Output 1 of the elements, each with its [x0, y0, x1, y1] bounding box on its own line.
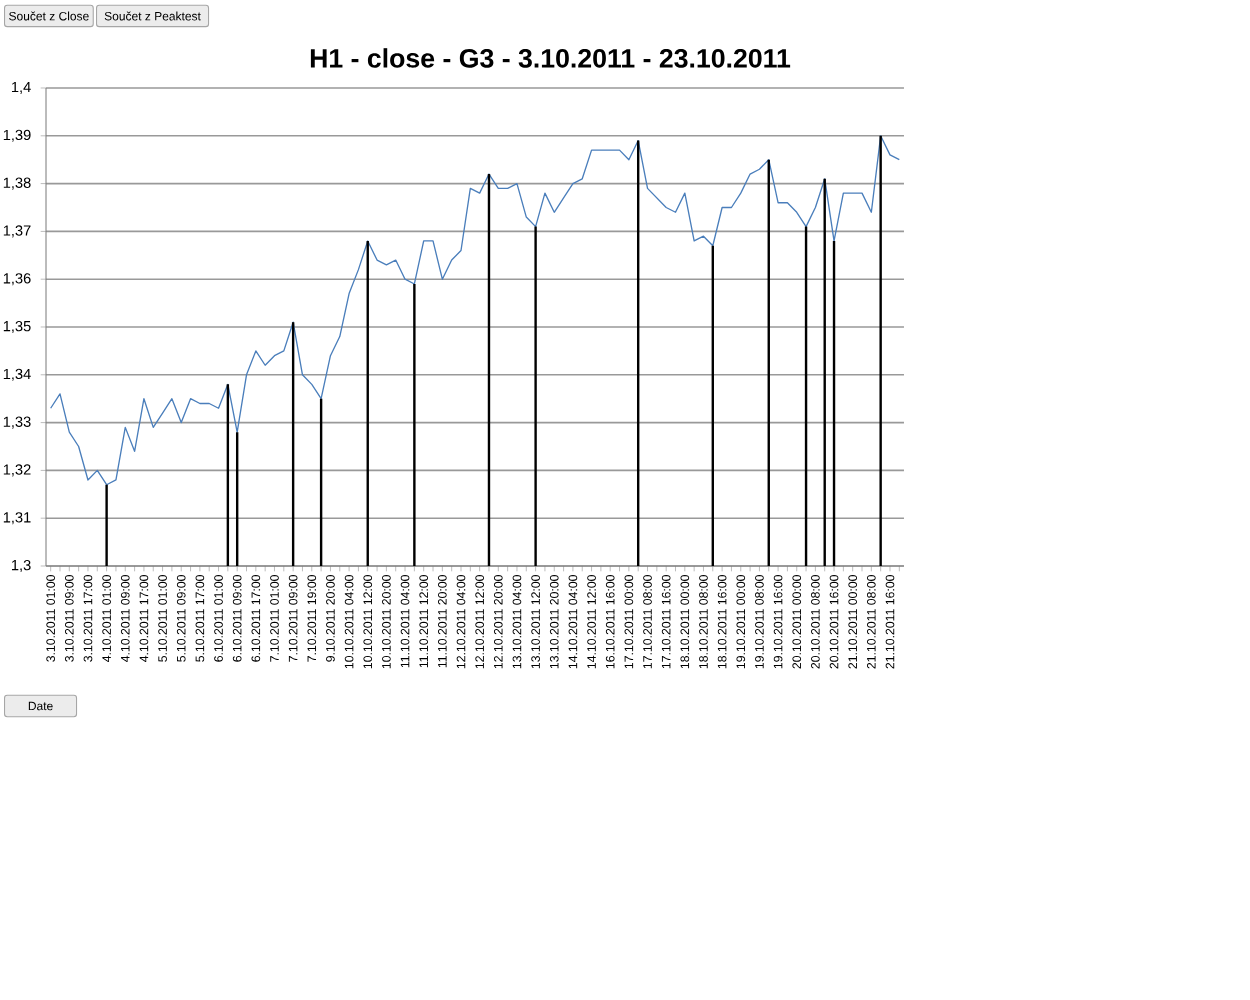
chart-title: H1 - close - G3 - 3.10.2011 - 23.10.2011 [310, 48, 791, 68]
